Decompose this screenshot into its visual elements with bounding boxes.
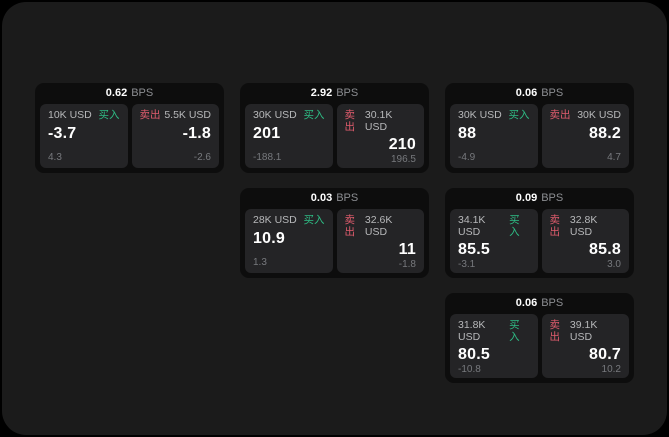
sell-sub-value: 3.0 [607, 259, 621, 271]
sell-panel[interactable]: 卖出 39.1K USD 80.7 10.2 [541, 314, 629, 378]
sell-sub-value: 4.7 [607, 152, 621, 163]
card-header: 2.92 BPS [240, 83, 429, 104]
buy-panel[interactable]: 28K USD 买入 10.9 1.3 [245, 209, 333, 273]
sell-price: 85.8 [589, 241, 621, 259]
sell-panel[interactable]: 卖出 32.8K USD 85.8 3.0 [541, 209, 629, 273]
bps-unit-label: BPS [336, 87, 359, 99]
buy-panel[interactable]: 31.8K USD 买入 80.5 -10.8 [450, 314, 538, 378]
sell-panel[interactable]: 卖出 30.1K USD 210 196.5 [336, 104, 424, 168]
card-header: 0.09 BPS [445, 188, 634, 209]
buy-panel[interactable]: 30K USD 买入 88 -4.9 [450, 104, 538, 168]
buy-label: 买入 [509, 319, 520, 343]
sell-sub-value: -2.6 [193, 152, 211, 163]
card-header: 0.06 BPS [445, 293, 634, 314]
card-header: 0.06 BPS [445, 83, 634, 104]
buy-amount: 10K USD [48, 109, 92, 121]
sell-panel[interactable]: 卖出 5.5K USD -1.8 -2.6 [131, 104, 219, 168]
buy-panel[interactable]: 34.1K USD 买入 85.5 -3.1 [450, 209, 538, 273]
quote-card: 0.03 BPS 28K USD 买入 10.9 1.3 卖出 32.6K US… [240, 188, 429, 278]
buy-price: 80.5 [458, 346, 490, 364]
buy-sub-value: -10.8 [458, 364, 481, 376]
buy-amount: 31.8K USD [458, 319, 486, 343]
buy-price: 88 [458, 124, 477, 142]
buy-label: 买入 [509, 214, 520, 238]
buy-price: 10.9 [253, 229, 285, 247]
bps-unit-label: BPS [541, 87, 564, 99]
sell-sub-value: -1.8 [398, 259, 416, 271]
quote-card: 0.62 BPS 10K USD 买入 -3.7 4.3 卖出 5.5K USD… [35, 83, 224, 173]
sell-label: 卖出 [549, 319, 561, 343]
buy-sub-value: -188.1 [253, 152, 282, 163]
bps-value: 2.92 [310, 87, 333, 99]
quote-card: 0.06 BPS 30K USD 买入 88 -4.9 卖出 30K USD 8… [445, 83, 634, 173]
buy-label: 买入 [303, 109, 325, 121]
buy-amount: 30K USD [253, 109, 297, 121]
bps-unit-label: BPS [541, 192, 564, 204]
sell-amount: 30K USD [577, 109, 621, 121]
sell-amount: 39.1K USD [569, 319, 598, 343]
buy-sub-value: 4.3 [48, 152, 62, 163]
sell-label: 卖出 [344, 109, 356, 133]
buy-amount: 28K USD [253, 214, 297, 226]
quote-card: 2.92 BPS 30K USD 买入 201 -188.1 卖出 30.1K … [240, 83, 429, 173]
card-header: 0.03 BPS [240, 188, 429, 209]
quote-card: 0.06 BPS 31.8K USD 买入 80.5 -10.8 卖出 39.1… [445, 293, 634, 383]
quote-card: 0.09 BPS 34.1K USD 买入 85.5 -3.1 卖出 32.8K… [445, 188, 634, 278]
buy-panel[interactable]: 30K USD 买入 201 -188.1 [245, 104, 333, 168]
sell-price: 80.7 [589, 346, 621, 364]
sell-panel[interactable]: 卖出 30K USD 88.2 4.7 [541, 104, 629, 168]
sell-label: 卖出 [344, 214, 356, 238]
sell-panel[interactable]: 卖出 32.6K USD 11 -1.8 [336, 209, 424, 273]
sell-price: -1.8 [182, 124, 211, 142]
bps-unit-label: BPS [541, 297, 564, 309]
sell-amount: 32.6K USD [364, 214, 393, 238]
bps-value: 0.09 [515, 192, 538, 204]
sell-amount: 5.5K USD [164, 109, 211, 121]
sell-amount: 32.8K USD [569, 214, 598, 238]
buy-price: 85.5 [458, 241, 490, 259]
sell-label: 卖出 [139, 109, 161, 121]
bps-value: 0.06 [515, 87, 538, 99]
sell-price: 11 [398, 241, 416, 259]
buy-amount: 34.1K USD [458, 214, 486, 238]
buy-price: 201 [253, 124, 281, 142]
bps-value: 0.03 [310, 192, 333, 204]
buy-label: 买入 [98, 109, 120, 121]
buy-label: 买入 [303, 214, 325, 226]
sell-price: 88.2 [589, 124, 621, 142]
buy-sub-value: 1.3 [253, 257, 267, 268]
sell-amount: 30.1K USD [364, 109, 393, 133]
bps-unit-label: BPS [336, 192, 359, 204]
buy-label: 买入 [508, 109, 530, 121]
buy-price: -3.7 [48, 124, 77, 142]
buy-panel[interactable]: 10K USD 买入 -3.7 4.3 [40, 104, 128, 168]
sell-sub-value: 196.5 [390, 154, 416, 166]
bps-value: 0.62 [105, 87, 128, 99]
buy-sub-value: -3.1 [458, 259, 476, 271]
sell-price: 210 [388, 136, 416, 154]
card-header: 0.62 BPS [35, 83, 224, 104]
bps-unit-label: BPS [131, 87, 154, 99]
bps-value: 0.06 [515, 297, 538, 309]
sell-sub-value: 10.2 [601, 364, 621, 376]
sell-label: 卖出 [549, 109, 571, 121]
buy-sub-value: -4.9 [458, 152, 476, 163]
buy-amount: 30K USD [458, 109, 502, 121]
sell-label: 卖出 [549, 214, 561, 238]
